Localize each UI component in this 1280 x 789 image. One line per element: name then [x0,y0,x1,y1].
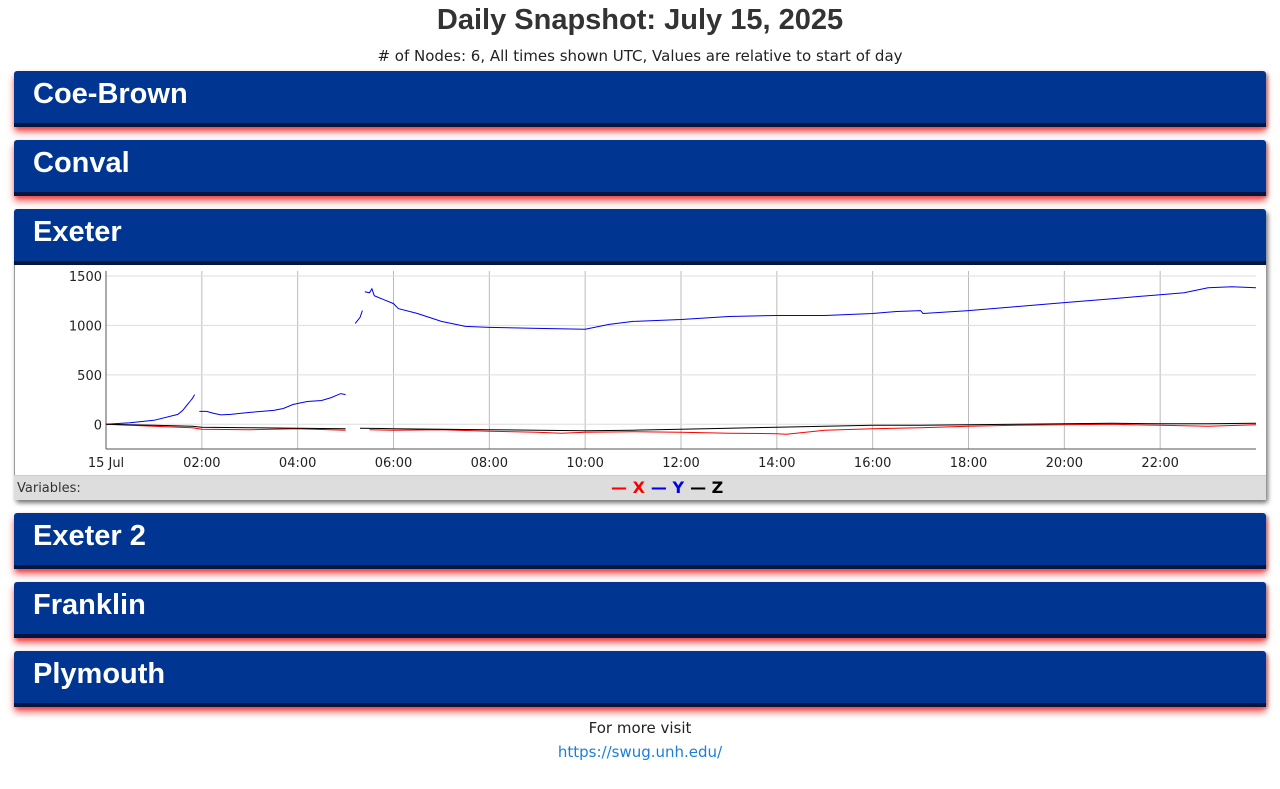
legend-swatch-z: — [690,478,712,497]
panel-exeter-2: Exeter 2 [14,513,1266,569]
legend-swatch-x: — [611,478,633,497]
page-subtitle: # of Nodes: 6, All times shown UTC, Valu… [377,47,903,65]
series-y-line [354,310,363,324]
x-tick-label: 10:00 [566,456,603,471]
exeter-chart[interactable]: 15 Jul 02:00 04:00 06:00 08:00 10:00 12:00 14:0… [14,265,1266,475]
panel-header-conval[interactable]: Conval [14,140,1266,196]
legend-label-x: X [632,478,645,497]
page-title: Daily Snapshot: July 15, 2025 [436,4,844,36]
legend-label: Variables: [17,481,81,496]
series-y-line [105,394,196,425]
panel-header-exeter[interactable]: Exeter [14,209,1266,265]
panel-franklin: Franklin [14,582,1266,638]
x-tick-label: 22:00 [1141,456,1178,471]
legend-label-z: Z [711,478,724,497]
x-tick-label: 04:00 [279,456,316,471]
x-tick-label: 14:00 [758,456,795,471]
panel-header-plymouth[interactable]: Plymouth [14,651,1266,707]
series-z-line [105,423,346,430]
x-tick-label: 16:00 [854,456,891,471]
panel-header-coe-brown[interactable]: Coe-Brown [14,71,1266,127]
legend-item-y[interactable]: — Y [651,478,684,497]
series-x-line [369,423,1257,435]
legend-bar: Variables: — X — Y — Z [14,475,1266,500]
panel-header-exeter-2[interactable]: Exeter 2 [14,513,1266,569]
x-tick-label: 20:00 [1046,456,1083,471]
x-tick-label: 15 Jul [88,456,124,471]
footer: For more visit https://swug.unh.edu/ [0,718,1280,762]
panel-exeter: Exeter 15 Jul 02:00 04:00 06:00 08:00 10:00 12… [14,209,1266,500]
x-tick-label: 08:00 [471,456,508,471]
footer-link[interactable]: https://swug.unh.edu/ [557,743,723,761]
legend-item-x[interactable]: — X [611,478,645,497]
panel-coe-brown: Coe-Brown [14,71,1266,127]
panel-header-franklin[interactable]: Franklin [14,582,1266,638]
y-tick-label: 1000 [69,319,102,334]
y-tick-label: 500 [77,369,102,384]
legend-label-y: Y [672,478,685,497]
series-z-line [359,422,1257,432]
panel-conval: Conval [14,140,1266,196]
x-tick-label: 12:00 [662,456,699,471]
legend-swatch-y: — [650,478,673,497]
x-tick-label: 02:00 [183,456,220,471]
node-panels: Coe-Brown Conval Exeter 15 Jul 02:00 04:00… [14,71,1266,720]
x-tick-label: 06:00 [375,456,412,471]
series-y-line [199,393,346,416]
y-tick-label: 1500 [69,270,102,285]
y-tick-label: 0 [94,418,102,433]
series-y-line [364,286,1257,330]
legend-item-z[interactable]: — Z [690,478,723,497]
x-tick-label: 18:00 [950,456,987,471]
footer-text: For more visit [588,719,692,737]
chart-svg: 15 Jul 02:00 04:00 06:00 08:00 10:00 12:00 14:0… [69,270,1257,471]
legend-items: — X — Y — Z [611,478,729,497]
panel-plymouth: Plymouth [14,651,1266,707]
